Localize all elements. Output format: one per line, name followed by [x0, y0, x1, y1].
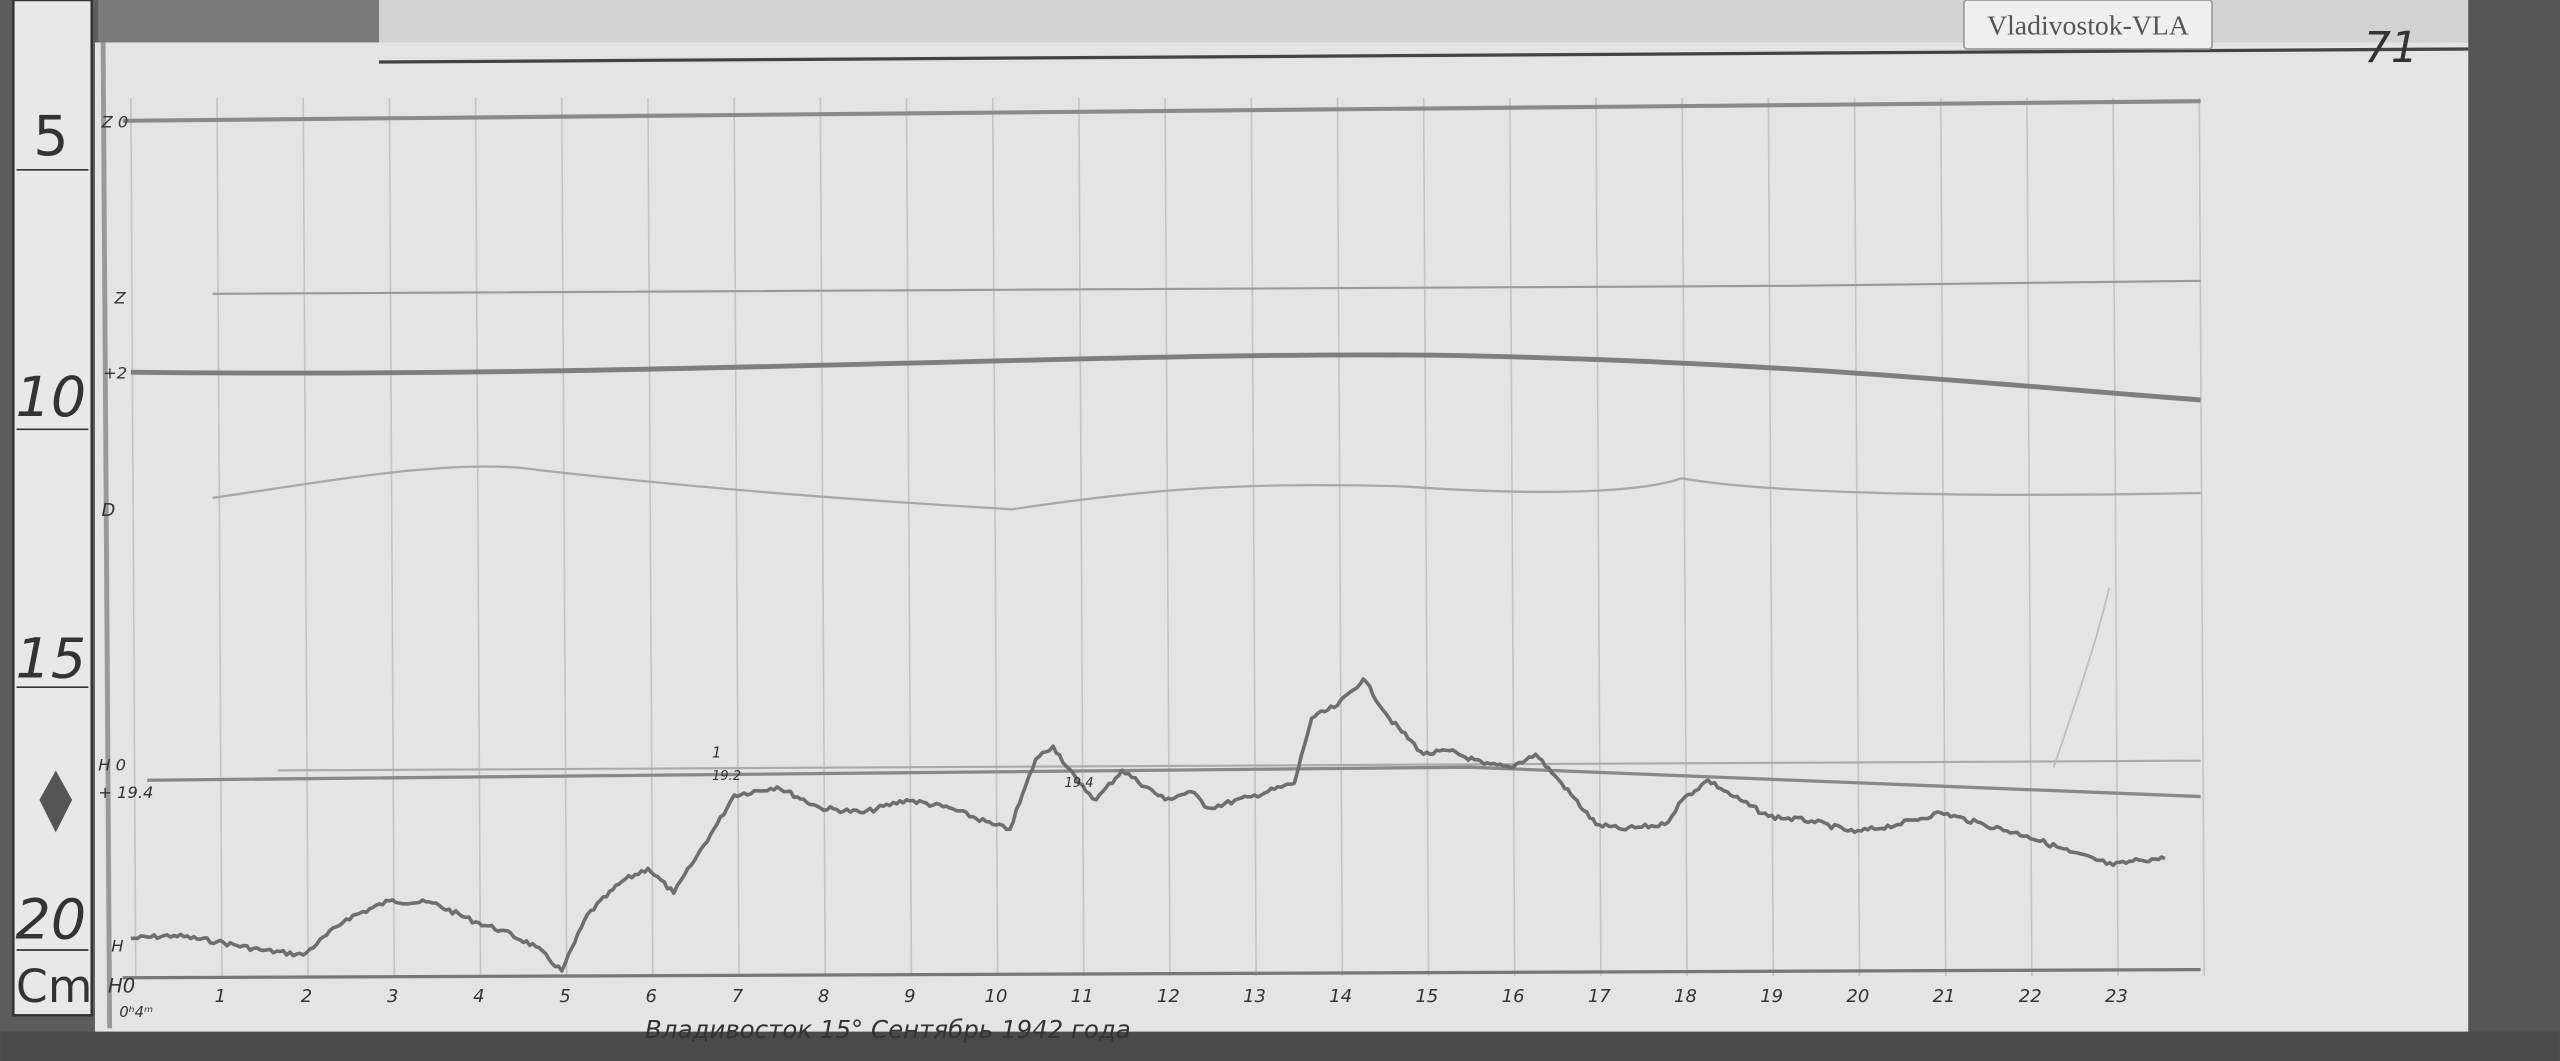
- ruler-unit: Cm: [16, 960, 92, 1013]
- x-tick-label: 9: [904, 986, 915, 1007]
- annotation-value-2: 19.4: [1065, 776, 1094, 791]
- station-label-text: Vladivostok-VLA: [1987, 10, 2189, 41]
- grid-line-hour-24: [2198, 97, 2206, 977]
- grid-line-hour-9: [905, 97, 913, 977]
- x-tick-label: 13: [1243, 986, 1266, 1007]
- grid-line-hour-6: [647, 97, 654, 977]
- grid-line-hour-5: [560, 97, 568, 977]
- label-d: D: [101, 500, 115, 521]
- z-baseline: [122, 99, 2201, 123]
- grid-line-hour-3: [388, 97, 396, 977]
- x-tick-label: 10: [985, 986, 1008, 1007]
- x-tick-label: 17: [1588, 986, 1611, 1007]
- grid-line-hour-1: [216, 97, 223, 977]
- bottom-edge: [0, 1031, 2560, 1061]
- grid-line-hour-18: [1681, 97, 1688, 977]
- label-z-base: Z 0: [100, 112, 128, 131]
- left-paper-edge: [100, 42, 113, 1029]
- annotation-value-1: 19.2: [712, 769, 741, 784]
- grid-line-hour-22: [2026, 97, 2033, 977]
- station-label: Vladivostok-VLA: [1963, 0, 2213, 50]
- x-tick-label: 23: [2105, 986, 2128, 1007]
- grid-line-hour-15: [1422, 97, 1430, 977]
- x-tick-label: 5: [559, 986, 570, 1007]
- x-tick-label: 3: [387, 986, 398, 1007]
- caption: Владивосток 15° Сентябрь 1942 года: [645, 1015, 1131, 1044]
- x-tick-label: 8: [818, 986, 829, 1007]
- x-tick-label: 18: [1674, 986, 1697, 1007]
- x-tick-label: 12: [1157, 986, 1180, 1007]
- grid-line-hour-2: [302, 97, 309, 977]
- sheet-number: 71: [2364, 24, 2418, 73]
- h-reference-line-upper: [277, 759, 2201, 772]
- paper-sheet: [94, 42, 2469, 1042]
- x-tick-label: 19: [1760, 986, 1783, 1007]
- h-baseline: [122, 967, 2201, 980]
- ruler-mark-10: 10: [16, 365, 87, 430]
- grid-line-hour-19: [1767, 97, 1775, 977]
- h-trace-line: [130, 677, 2166, 973]
- grid-line-hour-16: [1509, 97, 1516, 977]
- label-h-base: H0: [108, 974, 135, 997]
- grid-line-hour-23: [2112, 97, 2119, 977]
- x-tick-label: 11: [1071, 986, 1094, 1007]
- grid-line-hour-17: [1595, 97, 1602, 977]
- grid-line-hour-14: [1336, 97, 1344, 977]
- ruler-mark-20: 20: [16, 888, 87, 953]
- grid-line-hour-13: [1250, 97, 1257, 977]
- hour-grid: [130, 97, 2206, 977]
- x-tick-label: 4: [473, 986, 484, 1007]
- grid-line-hour-11: [1078, 97, 1085, 977]
- grid-line-hour-4: [474, 97, 482, 977]
- x-tick-label: 1: [215, 986, 226, 1007]
- grid-line-hour-7: [733, 97, 740, 977]
- hour-tick-labels: 1 2 3 4 5 6 7 8 9 10 11 12 13 14 15 16 17 18 19 20 21 22 23: [215, 986, 2128, 1007]
- x-tick-label: 21: [1933, 986, 1956, 1007]
- label-z-scale: +2: [103, 364, 127, 383]
- label-h-zero: H 0: [98, 755, 126, 774]
- grid-line-hour-21: [1939, 97, 1947, 977]
- x-tick-label: 15: [1415, 986, 1438, 1007]
- x-tick-label: 6: [646, 986, 657, 1007]
- label-h: H: [111, 937, 123, 956]
- x-tick-label: 20: [1846, 986, 1869, 1007]
- grid-line-hour-8: [819, 97, 827, 977]
- x-tick-label: 22: [2019, 986, 2042, 1007]
- d-trace: [212, 465, 2201, 511]
- h-reference-line: [147, 765, 2201, 799]
- label-h-value: + 19.4: [98, 783, 153, 802]
- x-tick-label: 7: [732, 986, 744, 1007]
- label-time-start: 0ʰ4ᵐ: [119, 1004, 153, 1021]
- x-tick-label: 14: [1329, 986, 1352, 1007]
- x-tick-label: 2: [301, 986, 312, 1007]
- cm-ruler: 5 10 15 20 Cm: [12, 0, 93, 1017]
- z-scale-trace: [130, 352, 2201, 403]
- ruler-mark-15: 15: [16, 626, 87, 691]
- diamond-marker-icon: [39, 770, 73, 833]
- grid-line-hour-12: [1164, 97, 1171, 977]
- annotation-mark: 1: [712, 744, 721, 761]
- right-edge: [2468, 0, 2560, 1061]
- top-paper-edge: [378, 47, 2469, 64]
- label-z: Z: [114, 289, 127, 308]
- pencil-stroke: [2052, 587, 2111, 768]
- ruler-mark-5: 5: [33, 104, 68, 169]
- grid-line-hour-10: [991, 97, 999, 977]
- x-tick-label: 16: [1502, 986, 1525, 1007]
- grid-line-hour-0: [130, 97, 137, 977]
